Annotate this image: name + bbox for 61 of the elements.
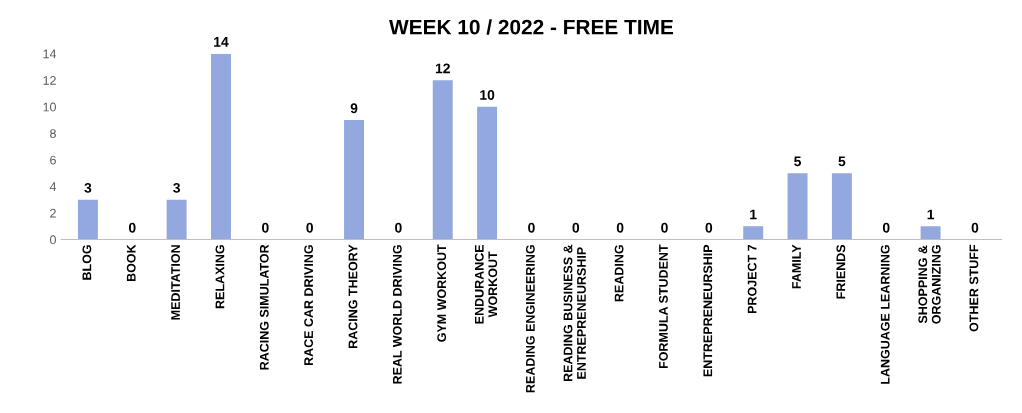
bar — [920, 226, 941, 240]
bar — [77, 199, 98, 240]
data-label: 0 — [395, 222, 402, 233]
y-tick-label: 12 — [43, 76, 56, 85]
data-label: 5 — [794, 156, 802, 167]
data-label: 0 — [616, 222, 624, 233]
x-tick-label: RACE CAR DRIVING — [304, 245, 314, 366]
x-tick-label: FRIENDS — [836, 244, 846, 299]
x-tick-label: GYM WORKOUT — [437, 244, 447, 342]
x-tick-label: FORMULA STUDENT — [659, 244, 668, 369]
x-tick-label: SHOPPING & ORGANIZING — [918, 245, 941, 324]
y-tick-label: 2 — [50, 208, 56, 218]
x-tick-label: ENDURANCE WORKOUT — [474, 244, 498, 324]
data-label: 1 — [927, 209, 935, 220]
x-tick-label: LANGUAGE LEARNING — [880, 245, 890, 384]
data-label: 0 — [882, 222, 890, 233]
x-tick-label: OTHER STUFF — [969, 244, 979, 332]
x-tick-label: FAMILY — [792, 244, 801, 289]
x-tick-label: REAL WORLD DRIVING — [392, 245, 402, 384]
data-label: 0 — [306, 222, 313, 233]
bar — [432, 80, 453, 240]
bar — [344, 120, 365, 240]
chart-title: WEEK 10 / 2022 - FREE TIME — [389, 19, 674, 35]
data-label: 12 — [435, 63, 450, 74]
data-label: 0 — [128, 222, 136, 233]
data-label: 0 — [661, 222, 668, 233]
data-label: 1 — [750, 209, 757, 220]
bar — [477, 106, 498, 240]
data-label: 3 — [84, 182, 92, 193]
x-tick-label: ENTREPRENEURSHIP — [703, 244, 713, 377]
data-label: 0 — [971, 222, 979, 233]
data-label: 10 — [480, 90, 495, 100]
x-tick-label: BOOK — [126, 244, 136, 282]
data-label: 0 — [705, 222, 713, 233]
x-tick-label: RACING THEORY — [348, 244, 358, 348]
y-tick-label: 8 — [50, 129, 56, 138]
y-tick-label: 6 — [50, 155, 56, 165]
x-tick-label: BLOG — [82, 245, 92, 280]
x-tick-label: READING — [614, 245, 624, 302]
data-label: 0 — [262, 222, 269, 233]
x-tick-label: READING ENGINEERING — [525, 245, 535, 393]
y-tick-label: 14 — [43, 49, 57, 59]
x-tick-label: MEDITATION — [171, 245, 180, 320]
data-label: 0 — [528, 222, 535, 233]
y-tick-label: 10 — [43, 102, 56, 112]
bar — [831, 173, 852, 240]
x-tick-label: RELAXING — [215, 245, 225, 309]
x-tick-label: PROJECT 7 — [747, 244, 757, 314]
y-tick-label: 4 — [49, 182, 57, 191]
x-tick-label: RACING SIMULATOR — [259, 244, 269, 370]
bar — [166, 199, 187, 240]
bar — [787, 173, 808, 240]
data-label: 14 — [214, 37, 229, 47]
x-tick-label: READING BUSINESS & ENTREPRENEURSHIP — [563, 244, 586, 382]
data-label: 3 — [173, 182, 180, 193]
y-tick-label: 0 — [50, 235, 56, 245]
bar — [743, 226, 764, 240]
data-label: 5 — [838, 156, 846, 167]
data-label: 9 — [350, 103, 358, 114]
data-label: 0 — [572, 222, 580, 233]
bar — [211, 53, 231, 240]
